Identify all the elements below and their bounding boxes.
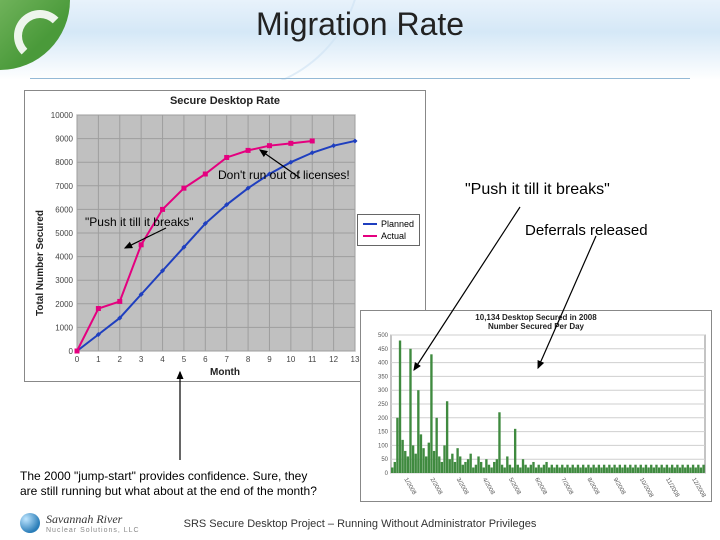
svg-text:9000: 9000 [55, 135, 73, 144]
svg-text:0: 0 [385, 471, 389, 477]
legend-label-actual: Actual [381, 230, 406, 242]
bar-chart-title: 10,134 Desktop Secured in 2008 Number Se… [361, 314, 711, 332]
svg-text:6/2008: 6/2008 [533, 477, 548, 496]
svg-text:7: 7 [224, 355, 229, 364]
legend-row-actual: Actual [363, 230, 414, 242]
svg-text:10000: 10000 [51, 111, 74, 120]
svg-text:1/2008: 1/2008 [402, 477, 417, 496]
svg-text:1: 1 [96, 355, 101, 364]
callout-push-left: "Push it till it breaks" [85, 215, 194, 230]
slide: Migration Rate Secure Desktop Rate Total… [0, 0, 720, 540]
svg-text:200: 200 [378, 416, 389, 422]
legend-swatch-planned [363, 223, 377, 225]
svg-text:3: 3 [139, 355, 144, 364]
bar-chart: 10,134 Desktop Secured in 2008 Number Se… [360, 310, 712, 502]
callout-push-right: "Push it till it breaks" [465, 180, 610, 200]
svg-text:3000: 3000 [55, 276, 73, 285]
svg-text:12: 12 [329, 355, 338, 364]
header-divider [30, 78, 690, 79]
svg-text:12/2008: 12/2008 [690, 477, 706, 499]
svg-text:400: 400 [378, 361, 389, 367]
svg-text:350: 350 [378, 374, 389, 380]
svg-text:9: 9 [267, 355, 272, 364]
svg-text:8000: 8000 [55, 158, 73, 167]
page-title: Migration Rate [0, 6, 720, 43]
footer-center: SRS Secure Desktop Project – Running Wit… [0, 518, 720, 530]
svg-text:6: 6 [203, 355, 208, 364]
callout-licenses: Don't run out of licenses! [218, 168, 350, 183]
svg-text:8: 8 [246, 355, 251, 364]
svg-text:8/2008: 8/2008 [586, 477, 601, 496]
svg-text:3/2008: 3/2008 [455, 477, 470, 496]
bar-chart-subtitle: Number Secured Per Day [488, 322, 584, 331]
bar-chart-plot: 0 50 100 150 200 250 300 350 400 450 500 1/2008 2/20… [361, 311, 711, 501]
svg-text:6000: 6000 [55, 205, 73, 214]
footer-note: The 2000 "jump-start" provides confidenc… [20, 469, 320, 500]
svg-text:0: 0 [69, 347, 74, 356]
svg-text:300: 300 [378, 388, 389, 394]
line-chart-title: Secure Desktop Rate [25, 95, 425, 107]
svg-text:450: 450 [378, 347, 389, 353]
svg-text:4000: 4000 [55, 253, 73, 262]
svg-text:5/2008: 5/2008 [507, 477, 522, 496]
line-chart-legend: Planned Actual [357, 214, 420, 246]
bar-chart-title-text: 10,134 Desktop Secured in 2008 [475, 313, 596, 322]
svg-text:11/2008: 11/2008 [664, 477, 680, 499]
svg-text:50: 50 [381, 457, 388, 463]
svg-text:0: 0 [75, 355, 80, 364]
legend-row-planned: Planned [363, 218, 414, 230]
svg-text:250: 250 [378, 402, 389, 408]
legend-label-planned: Planned [381, 218, 414, 230]
callout-deferrals: Deferrals released [525, 222, 648, 241]
legend-swatch-actual [363, 235, 377, 237]
svg-text:2000: 2000 [55, 300, 73, 309]
svg-text:7000: 7000 [55, 182, 73, 191]
svg-text:5000: 5000 [55, 229, 73, 238]
svg-text:100: 100 [378, 443, 389, 449]
svg-text:2/2008: 2/2008 [429, 477, 444, 496]
svg-text:150: 150 [378, 430, 389, 436]
svg-text:10: 10 [286, 355, 295, 364]
svg-text:7/2008: 7/2008 [559, 477, 574, 496]
svg-text:9/2008: 9/2008 [612, 477, 627, 496]
svg-text:11: 11 [308, 355, 317, 364]
svg-text:10/2008: 10/2008 [638, 477, 654, 499]
svg-text:1000: 1000 [55, 323, 73, 332]
svg-text:500: 500 [378, 333, 389, 339]
line-chart-y-label: Total Number Secured [35, 210, 46, 316]
svg-text:13: 13 [351, 355, 360, 364]
svg-text:2: 2 [118, 355, 123, 364]
svg-text:4: 4 [160, 355, 165, 364]
svg-text:4/2008: 4/2008 [481, 477, 496, 496]
svg-text:5: 5 [182, 355, 187, 364]
